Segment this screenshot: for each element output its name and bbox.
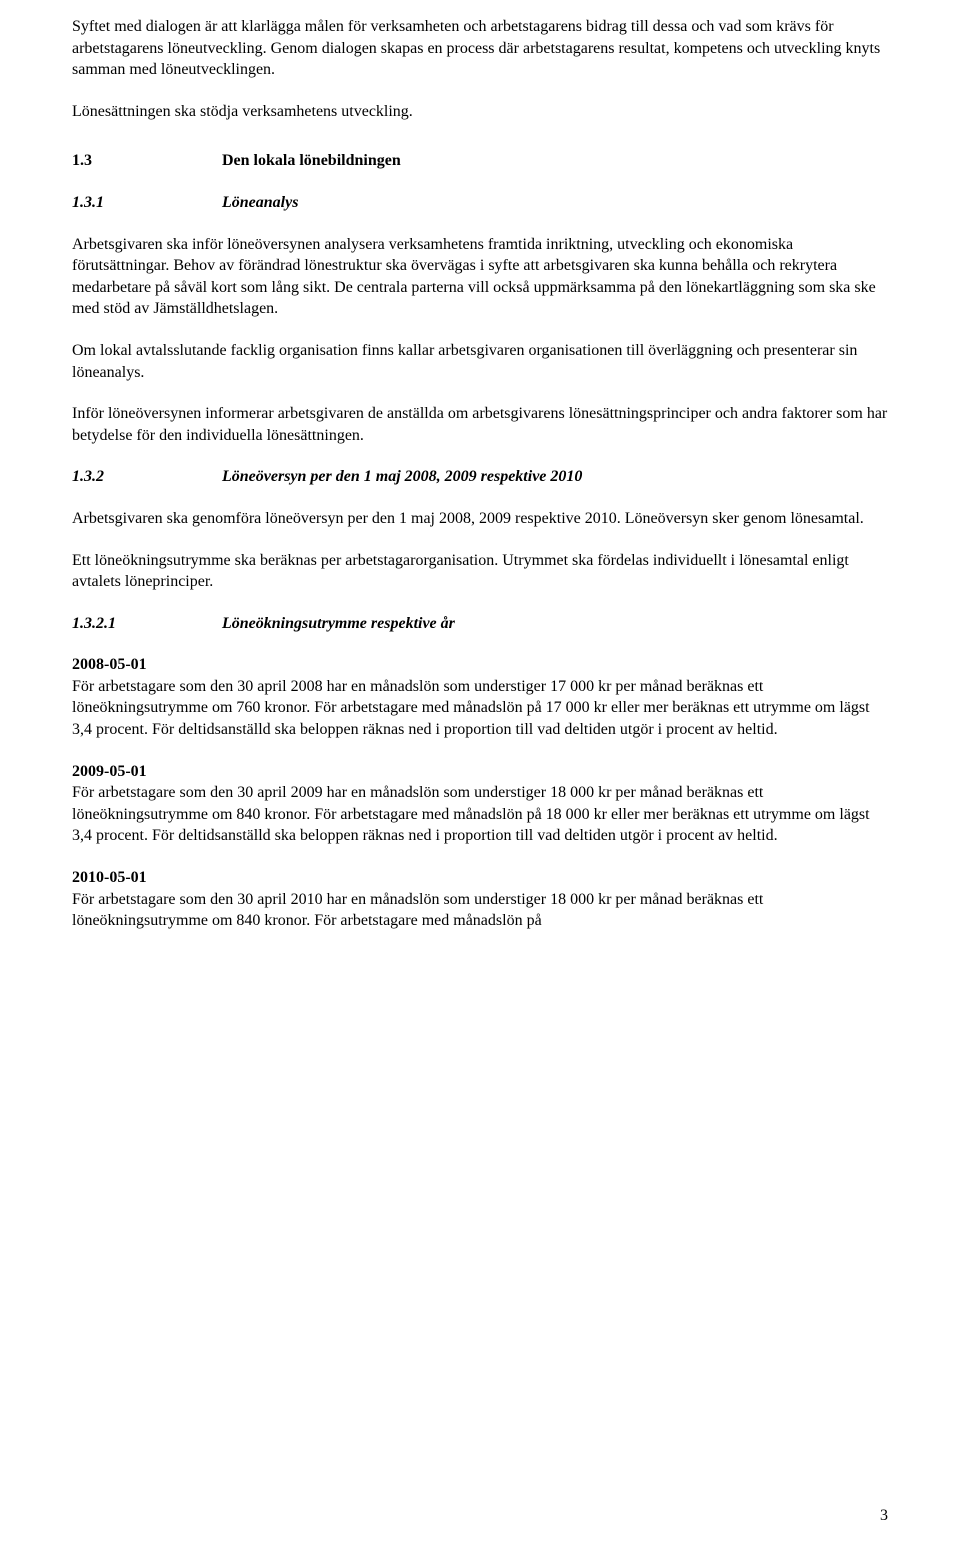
heading-1-3-2: 1.3.2 Löneöversyn per den 1 maj 2008, 20… [72,466,888,488]
heading-text: Löneanalys [222,192,888,214]
heading-text: Den lokala lönebildningen [222,150,888,172]
heading-number: 1.3.1 [72,192,222,214]
heading-number: 1.3 [72,150,222,172]
date-label: 2009-05-01 [72,763,147,780]
heading-1-3-2-1: 1.3.2.1 Löneökningsutrymme respektive år [72,613,888,635]
date-block-2009: 2009-05-01 För arbetstagare som den 30 a… [72,761,888,847]
heading-number: 1.3.2 [72,466,222,488]
paragraph: Arbetsgivaren ska genomföra löneöversyn … [72,508,888,530]
heading-number: 1.3.2.1 [72,613,222,635]
heading-text: Löneöversyn per den 1 maj 2008, 2009 res… [222,466,888,488]
page-number: 3 [880,1505,888,1527]
paragraph: Lönesättningen ska stödja verksamhetens … [72,101,888,123]
paragraph: Inför löneöversynen informerar arbetsgiv… [72,403,888,446]
date-paragraph: För arbetstagare som den 30 april 2010 h… [72,891,763,930]
paragraph: Syftet med dialogen är att klarlägga mål… [72,16,888,81]
heading-1-3-1: 1.3.1 Löneanalys [72,192,888,214]
date-block-2010: 2010-05-01 För arbetstagare som den 30 a… [72,867,888,932]
paragraph: Ett löneökningsutrymme ska beräknas per … [72,550,888,593]
date-label: 2008-05-01 [72,656,147,673]
paragraph: Arbetsgivaren ska inför löneöversynen an… [72,234,888,320]
date-label: 2010-05-01 [72,869,147,886]
paragraph: Om lokal avtalsslutande facklig organisa… [72,340,888,383]
heading-1-3: 1.3 Den lokala lönebildningen [72,150,888,172]
document-page: Syftet med dialogen är att klarlägga mål… [0,0,960,1543]
date-paragraph: För arbetstagare som den 30 april 2008 h… [72,678,870,738]
date-block-2008: 2008-05-01 För arbetstagare som den 30 a… [72,654,888,740]
date-paragraph: För arbetstagare som den 30 april 2009 h… [72,784,870,844]
heading-text: Löneökningsutrymme respektive år [222,613,888,635]
